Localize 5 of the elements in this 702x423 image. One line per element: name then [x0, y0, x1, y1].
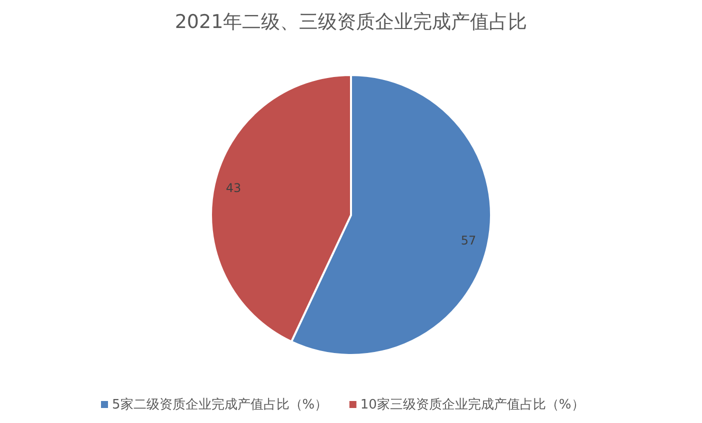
legend-label: 5家二级资质企业完成产值占比（%） [112, 396, 328, 413]
legend-label: 10家三级资质企业完成产值占比（%） [360, 396, 584, 413]
chart-title: 2021年二级、三级资质企业完成产值占比 [174, 11, 528, 33]
data-label: 57 [460, 234, 476, 248]
data-label: 43 [226, 181, 242, 196]
